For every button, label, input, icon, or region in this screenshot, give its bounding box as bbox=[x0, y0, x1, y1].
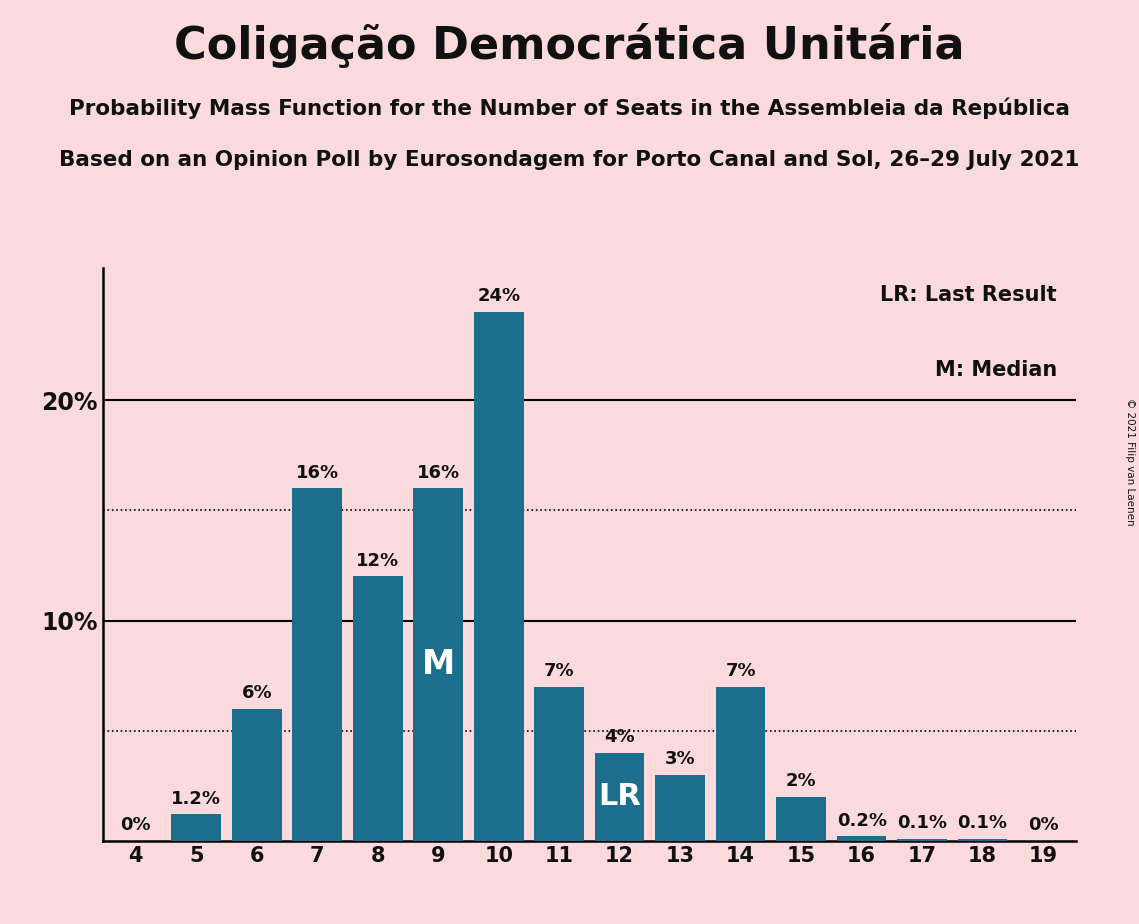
Bar bbox=[898, 839, 947, 841]
Bar bbox=[837, 836, 886, 841]
Text: LR: LR bbox=[598, 783, 641, 811]
Text: 0.2%: 0.2% bbox=[837, 812, 886, 830]
Bar bbox=[715, 687, 765, 841]
Text: 6%: 6% bbox=[241, 684, 272, 702]
Text: 0%: 0% bbox=[1027, 816, 1058, 834]
Bar bbox=[474, 312, 524, 841]
Text: 3%: 3% bbox=[665, 750, 696, 768]
Bar bbox=[534, 687, 584, 841]
Text: 2%: 2% bbox=[786, 772, 817, 790]
Bar bbox=[293, 488, 342, 841]
Text: LR: Last Result: LR: Last Result bbox=[880, 286, 1057, 305]
Text: 4%: 4% bbox=[605, 728, 634, 746]
Text: 16%: 16% bbox=[296, 464, 338, 481]
Text: 0.1%: 0.1% bbox=[898, 814, 948, 832]
Bar bbox=[232, 709, 281, 841]
Text: Based on an Opinion Poll by Eurosondagem for Porto Canal and Sol, 26–29 July 202: Based on an Opinion Poll by Eurosondagem… bbox=[59, 150, 1080, 170]
Bar bbox=[353, 577, 402, 841]
Text: 0%: 0% bbox=[121, 816, 151, 834]
Text: 1.2%: 1.2% bbox=[171, 790, 221, 808]
Text: 12%: 12% bbox=[357, 552, 400, 570]
Text: 0.1%: 0.1% bbox=[958, 814, 1008, 832]
Bar bbox=[958, 839, 1007, 841]
Text: Probability Mass Function for the Number of Seats in the Assembleia da República: Probability Mass Function for the Number… bbox=[69, 97, 1070, 118]
Bar bbox=[655, 774, 705, 841]
Text: 7%: 7% bbox=[726, 662, 756, 680]
Text: M: Median: M: Median bbox=[935, 359, 1057, 380]
Bar bbox=[595, 753, 645, 841]
Text: 7%: 7% bbox=[544, 662, 574, 680]
Text: Coligação Democrática Unitária: Coligação Democrática Unitária bbox=[174, 23, 965, 68]
Text: © 2021 Filip van Laenen: © 2021 Filip van Laenen bbox=[1125, 398, 1134, 526]
Text: 16%: 16% bbox=[417, 464, 460, 481]
Bar bbox=[777, 796, 826, 841]
Text: 24%: 24% bbox=[477, 287, 521, 306]
Text: M: M bbox=[421, 648, 454, 681]
Bar bbox=[413, 488, 464, 841]
Bar bbox=[172, 814, 221, 841]
